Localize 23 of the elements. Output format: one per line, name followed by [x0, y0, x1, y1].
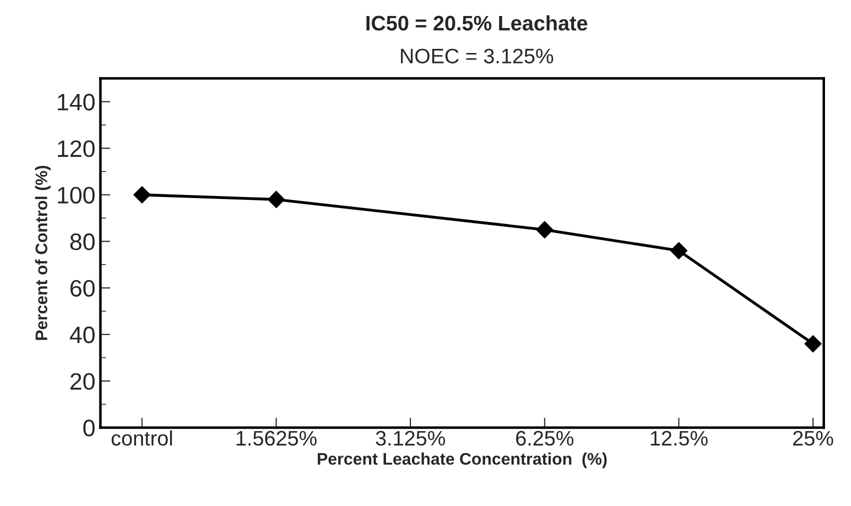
- y-tick-label: 60: [70, 280, 95, 297]
- point: [536, 221, 554, 238]
- chart-subtitle: NOEC = 3.125%: [400, 48, 554, 64]
- y-tick-label: 20: [70, 373, 95, 390]
- x-tick-label: 6.25%: [516, 430, 574, 446]
- y-tick-label: 40: [70, 326, 95, 344]
- x-tick-label: 25%: [793, 430, 834, 446]
- y-tick-label: 100: [58, 186, 95, 204]
- y-tick-label: 120: [58, 140, 95, 158]
- y-tick-label: 140: [58, 94, 95, 110]
- y-tick-label: 80: [70, 233, 95, 250]
- chart-title: IC50 = 20.5% Leachate: [366, 15, 588, 31]
- point: [133, 186, 151, 204]
- x-tick-label: 3.125%: [376, 430, 446, 446]
- point: [804, 335, 822, 352]
- x-tick-label: control: [112, 430, 172, 446]
- y-axis-title: Percent of Control (%): [35, 166, 51, 340]
- point: [670, 242, 688, 260]
- x-axis-title: Percent Leachate Concentration (%): [318, 452, 607, 468]
- point: [268, 190, 285, 208]
- y-tick-label: 0: [83, 420, 95, 436]
- x-tick-label: 1.5625%: [236, 430, 317, 446]
- x-tick-label: 12.5%: [650, 430, 708, 446]
